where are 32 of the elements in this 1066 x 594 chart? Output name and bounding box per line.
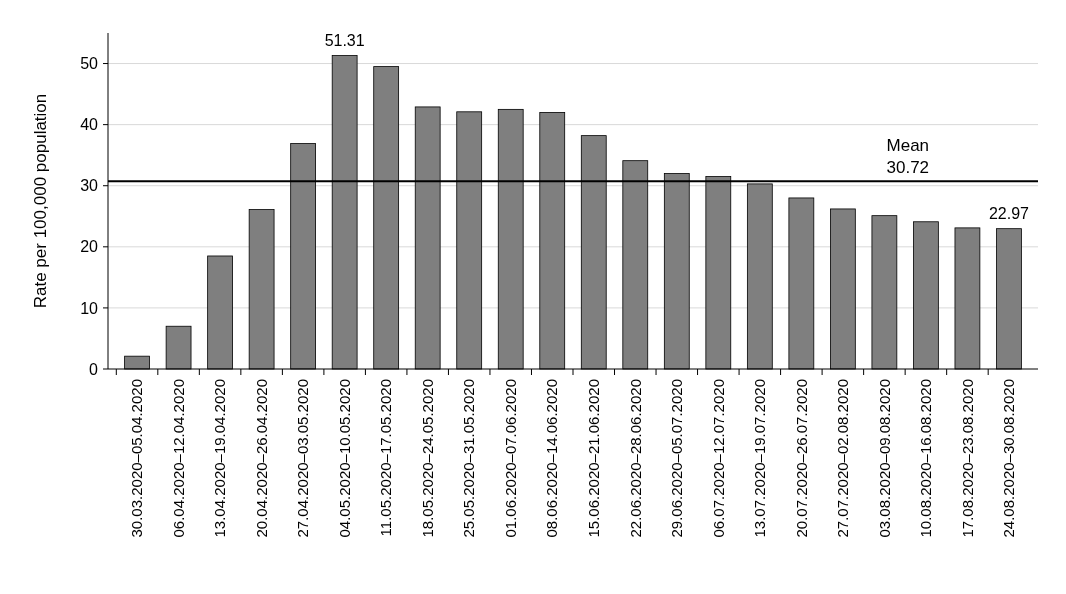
x-tick-label: 13.04.2020–19.04.2020 — [211, 379, 229, 538]
x-tick-label: 25.05.2020–31.05.2020 — [460, 379, 478, 538]
y-axis-title: Rate per 100,000 population — [31, 93, 50, 309]
y-tick-label: 0 — [89, 360, 99, 378]
x-tick-label: 04.05.2020–10.05.2020 — [335, 379, 353, 538]
x-tick-label: 18.05.2020–24.05.2020 — [418, 379, 436, 538]
x-tick-label: 27.04.2020–03.05.2020 — [294, 379, 312, 538]
y-tick-label: 20 — [80, 238, 99, 256]
x-tick-label: 11.05.2020–17.05.2020 — [377, 379, 395, 537]
x-tick-label: 30.03.2020–05.04.2020 — [128, 379, 146, 538]
x-tick-label: 24.08.2020–30.08.2020 — [1000, 379, 1018, 538]
data-label: 51.31 — [324, 31, 365, 49]
x-tick-label: 06.04.2020–12.04.2020 — [169, 379, 187, 538]
x-tick-label: 13.07.2020–19.07.2020 — [751, 379, 769, 538]
x-tick-label: 08.06.2020–14.06.2020 — [543, 379, 561, 538]
y-tick-label: 10 — [80, 299, 99, 317]
x-tick-label: 01.06.2020–07.06.2020 — [501, 379, 519, 538]
x-tick-label: 15.06.2020–21.06.2020 — [585, 379, 603, 538]
x-tick-label: 22.06.2020–28.06.2020 — [626, 379, 644, 538]
x-tick-label: 29.06.2020–05.07.2020 — [668, 379, 686, 538]
x-tick-label: 20.04.2020–26.04.2020 — [252, 379, 270, 538]
y-tick-label: 50 — [80, 55, 99, 73]
x-tick-label: 27.07.2020–02.08.2020 — [834, 379, 852, 538]
x-tick-label: 10.08.2020–16.08.2020 — [917, 379, 935, 538]
ref-line-label: Mean 30.72 — [886, 136, 930, 178]
x-tick-label: 03.08.2020–09.08.2020 — [875, 379, 893, 538]
x-tick-label: 20.07.2020–26.07.2020 — [792, 379, 810, 538]
y-tick-label: 40 — [80, 116, 99, 134]
data-label: 22.97 — [988, 204, 1030, 222]
y-tick-label: 30 — [80, 177, 99, 195]
x-tick-label: 06.07.2020–12.07.2020 — [709, 379, 727, 538]
x-tick-label: 17.08.2020–23.08.2020 — [958, 379, 976, 538]
